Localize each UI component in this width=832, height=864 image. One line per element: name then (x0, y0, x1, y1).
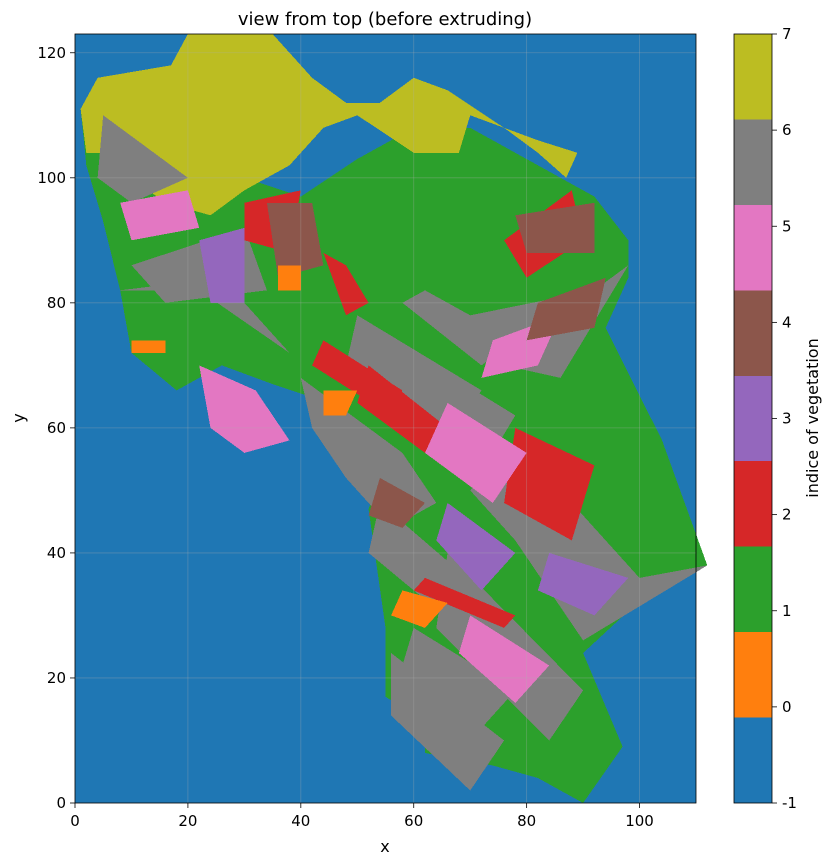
y-tick-label: 80 (47, 294, 66, 312)
colorbar-segment (734, 375, 772, 462)
vegetation-region-1 (80, 34, 578, 216)
colorbar-tick-label: -1 (782, 794, 797, 812)
vegetation-region-10 (402, 627, 516, 728)
colorbar-segments (734, 34, 772, 803)
colorbar-segment (734, 546, 772, 633)
y-tick-label: 60 (47, 419, 66, 437)
x-tick-label: 80 (517, 812, 536, 830)
chart-title: view from top (before extruding) (238, 9, 532, 30)
colorbar-tick-label: 1 (782, 602, 792, 620)
colorbar-segment (734, 204, 772, 291)
y-tick-label: 120 (37, 44, 66, 62)
vegetation-region-36 (391, 590, 448, 628)
vegetation-region-24 (425, 402, 527, 503)
colorbar-tick-label: 7 (782, 25, 792, 43)
vegetation-region-11 (391, 653, 505, 791)
vegetation-region-35 (278, 265, 301, 291)
vegetation-region-28 (436, 502, 516, 591)
vegetation-regions (80, 34, 708, 803)
vegetation-region-22 (199, 365, 290, 453)
colorbar-label: indice of vegetation (803, 338, 822, 497)
vegetation-region-33 (368, 477, 425, 528)
y-axis-label: y (9, 413, 28, 422)
vegetation-region-23 (120, 190, 200, 241)
vegetation-region-18 (504, 427, 595, 541)
colorbar-tick-label: 6 (782, 121, 792, 139)
colorbar-segment (734, 717, 772, 803)
colorbar-segment (734, 632, 772, 718)
colorbar-segment (734, 461, 772, 547)
colorbar-segment (734, 290, 772, 376)
x-axis: 0 20 40 60 80 100 (70, 803, 654, 830)
vegetation-region-37 (323, 390, 358, 416)
y-tick-label: 0 (56, 794, 66, 812)
colorbar-tick-label: 4 (782, 313, 792, 331)
plot-area (74, 33, 708, 804)
vegetation-region-20 (413, 577, 516, 628)
vegetation-region-32 (526, 277, 606, 341)
x-tick-label: 20 (178, 812, 197, 830)
colorbar-tick-label: 5 (782, 217, 792, 235)
colorbar-segment (734, 34, 772, 120)
x-tick-label: 100 (625, 812, 654, 830)
vegetation-region-31 (515, 202, 595, 253)
colorbar-tick-label: 3 (782, 410, 792, 428)
colorbar-tick-label: 2 (782, 506, 792, 524)
y-axis: 0 20 40 60 80 100 120 (37, 44, 75, 812)
vegetation-region-19 (323, 252, 369, 316)
vegetation-region-26 (458, 615, 550, 703)
y-tick-label: 20 (47, 669, 66, 687)
x-tick-label: 0 (70, 812, 80, 830)
x-tick-label: 40 (291, 812, 310, 830)
colorbar-segment (734, 119, 772, 205)
colorbar-ticks: -1 0 1 2 3 4 5 6 7 (772, 25, 797, 812)
vegetation-region-16 (357, 365, 448, 453)
colorbar-tick-label: 0 (782, 698, 792, 716)
vegetation-region-29 (537, 552, 629, 616)
y-tick-label: 100 (37, 169, 66, 187)
vegetation-region-27 (199, 227, 245, 303)
x-tick-label: 60 (404, 812, 423, 830)
vegetation-region-30 (266, 202, 324, 278)
vegetation-region-2 (97, 115, 188, 203)
y-tick-label: 40 (47, 544, 66, 562)
vegetation-region-34 (131, 340, 166, 353)
colorbar: -1 0 1 2 3 4 5 6 7 indice of vegetation (733, 25, 822, 812)
plot-frame (74, 33, 697, 804)
x-axis-label: x (380, 837, 389, 856)
vegetation-region-14 (402, 290, 516, 366)
